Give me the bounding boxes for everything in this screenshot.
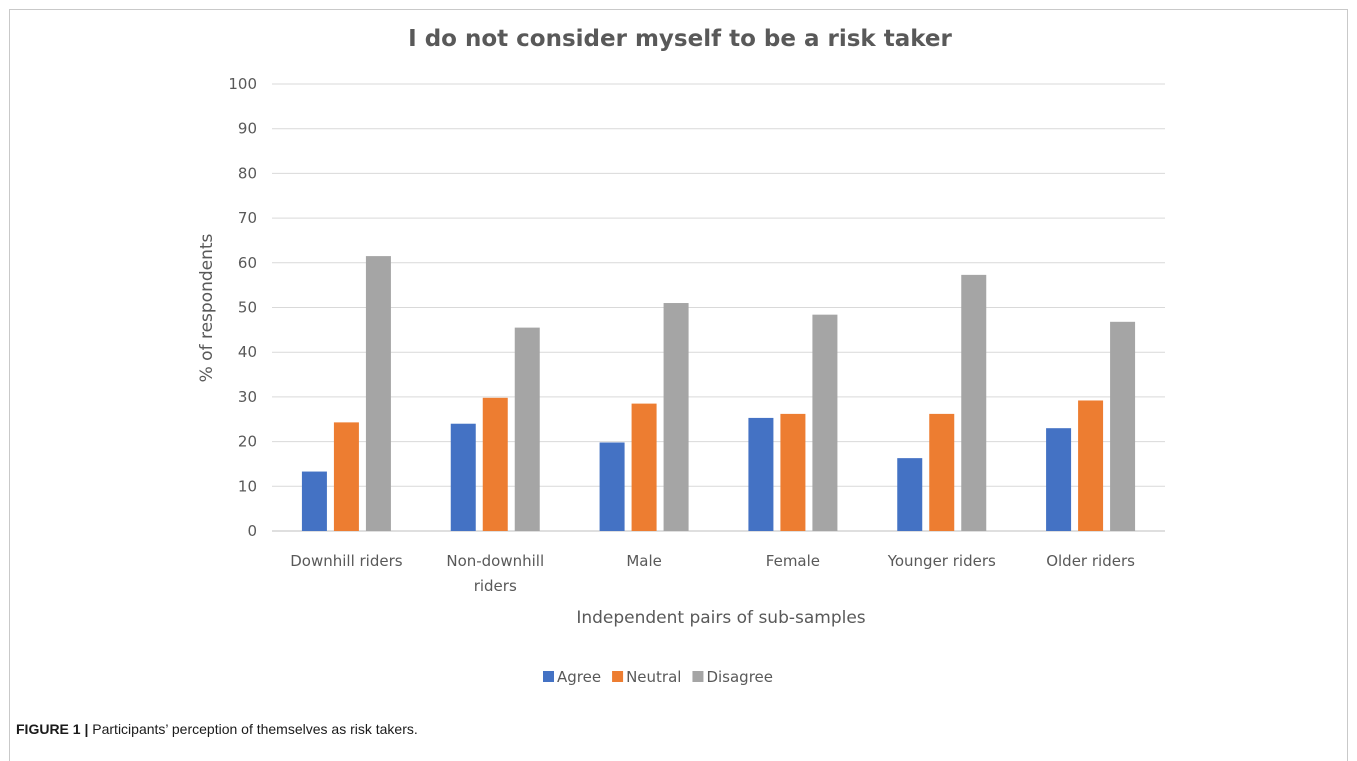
- y-tick-label: 50: [238, 299, 257, 317]
- y-tick-label: 40: [238, 343, 257, 361]
- bar-neutral: [333, 422, 359, 531]
- bar-chart: I do not consider myself to be a risk ta…: [197, 26, 1165, 686]
- bar-agree: [599, 442, 625, 531]
- y-tick-label: 30: [238, 388, 257, 406]
- y-tick-label: 60: [238, 254, 257, 272]
- bar-disagree: [961, 274, 987, 531]
- y-tick-label: 70: [238, 209, 257, 227]
- y-tick-label: 80: [238, 164, 257, 182]
- y-tick-label: 20: [238, 433, 257, 451]
- legend: Agree Neutral Disagree: [543, 668, 773, 686]
- bar-agree: [1046, 428, 1072, 531]
- figure-label: FIGURE 1 |: [16, 721, 89, 737]
- bars: [301, 256, 1136, 531]
- x-axis-label: Independent pairs of sub-samples: [576, 608, 865, 628]
- legend-swatch-neutral: [612, 671, 624, 682]
- bar-neutral: [482, 397, 508, 531]
- x-tick-label: Female: [766, 552, 820, 570]
- y-axis-label: % of respondents: [197, 233, 217, 382]
- bar-disagree: [812, 314, 838, 531]
- legend-label-neutral: Neutral: [626, 668, 681, 686]
- y-axis-ticks: 0 10 20 30 40 50 60 70 80 90 100: [228, 75, 257, 540]
- legend-label-disagree: Disagree: [706, 668, 773, 686]
- y-tick-label: 10: [238, 477, 257, 495]
- bar-agree: [897, 458, 923, 531]
- bar-agree: [301, 471, 327, 531]
- bar-disagree: [663, 303, 689, 531]
- legend-label-agree: Agree: [557, 668, 601, 686]
- caption-text: Participants’ perception of themselves a…: [88, 721, 418, 737]
- gridlines: [272, 83, 1165, 532]
- x-tick-label: Male: [626, 552, 662, 570]
- bar-disagree: [514, 327, 540, 531]
- bar-disagree: [365, 256, 391, 531]
- x-tick-label: Younger riders: [887, 552, 996, 570]
- x-axis-ticks: Downhill riders Non-downhill riders Male Fem…: [290, 552, 1135, 595]
- legend-swatch-agree: [543, 671, 554, 682]
- chart-title: I do not consider myself to be a risk ta…: [408, 26, 952, 52]
- bar-disagree: [1110, 321, 1136, 531]
- x-tick-label: Non-downhill riders: [446, 552, 544, 595]
- bar-neutral: [1078, 400, 1104, 531]
- bar-agree: [450, 423, 476, 531]
- x-tick-label: Older riders: [1046, 552, 1135, 570]
- bar-agree: [748, 417, 774, 531]
- figure-caption: FIGURE 1 | Participants’ perception of t…: [16, 721, 418, 737]
- y-tick-label: 0: [247, 522, 257, 540]
- bar-neutral: [631, 403, 657, 531]
- bar-neutral: [929, 413, 955, 531]
- legend-swatch-disagree: [692, 671, 704, 682]
- y-tick-label: 90: [238, 120, 257, 138]
- bar-neutral: [780, 413, 806, 531]
- figure-frame: [9, 9, 1348, 761]
- x-tick-label: Downhill riders: [290, 552, 403, 570]
- y-tick-label: 100: [228, 75, 257, 93]
